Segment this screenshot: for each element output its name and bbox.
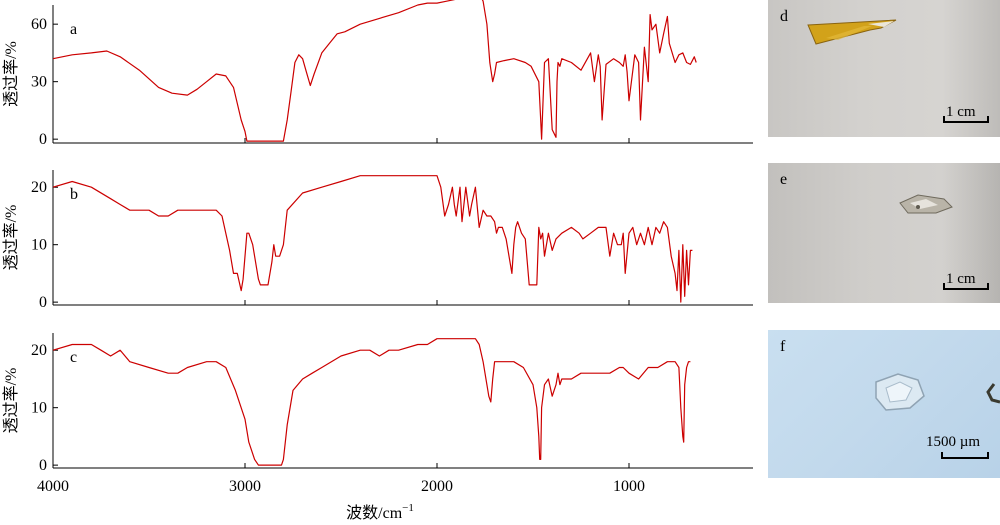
y-tick-label: 10 bbox=[31, 400, 47, 417]
y-tick-label: 10 bbox=[31, 237, 47, 254]
chart-panel-b: 0 10 20 透过率/% b bbox=[2, 170, 753, 311]
yellow-film-sample bbox=[807, 19, 897, 45]
x-tick-label: 4000 bbox=[37, 478, 69, 495]
scale-label-d: 1 cm bbox=[946, 104, 976, 120]
photo-panel-e: e 1 cm bbox=[768, 163, 1000, 303]
y-axis-label: 透过率/% bbox=[2, 368, 20, 434]
spectrum-line-b bbox=[52, 175, 693, 303]
y-tick-label: 0 bbox=[39, 294, 47, 311]
scale-bar-d-tick-right bbox=[987, 116, 989, 123]
photo-label-d: d bbox=[780, 8, 788, 25]
panel-label-b: b bbox=[70, 186, 78, 203]
photo-panel-f: f 1500 µm bbox=[768, 330, 1000, 478]
spectrum-line-a bbox=[52, 0, 697, 142]
scale-bar-f-tick-left bbox=[941, 452, 943, 459]
scale-label-e: 1 cm bbox=[946, 271, 976, 287]
y-tick-label: 20 bbox=[31, 342, 47, 359]
panel-label-a: a bbox=[70, 21, 77, 38]
photo-panel-d: d 1 cm bbox=[768, 0, 1000, 137]
scale-bar-f bbox=[941, 457, 989, 459]
scale-bar-d bbox=[943, 121, 989, 123]
chart-panel-c: 0 10 20 透过率/% c bbox=[2, 333, 753, 474]
chart-panel-a: 0 30 60 透过率/% a bbox=[2, 0, 753, 148]
x-tick-label: 1000 bbox=[613, 478, 645, 495]
scale-label-f: 1500 µm bbox=[926, 434, 981, 450]
scale-bar-e-tick-right bbox=[987, 283, 989, 290]
photo-label-e: e bbox=[780, 171, 788, 188]
y-tick-label: 0 bbox=[39, 131, 47, 148]
x-tick-label: 3000 bbox=[229, 478, 261, 495]
y-tick-label: 20 bbox=[31, 179, 47, 196]
scale-bar-f-tick-right bbox=[987, 452, 989, 459]
scale-bar-e-tick-left bbox=[943, 283, 945, 290]
photo-label-f: f bbox=[780, 338, 786, 355]
y-tick-label: 60 bbox=[31, 16, 47, 33]
spectrum-line-c bbox=[52, 338, 691, 466]
scale-bar-d-tick-left bbox=[943, 116, 945, 123]
scale-bar-e bbox=[943, 288, 989, 290]
clear-fragment-sample bbox=[899, 194, 953, 214]
y-axis-label: 透过率/% bbox=[2, 205, 20, 271]
y-axis-label: 透过率/% bbox=[2, 41, 20, 107]
panel-label-c: c bbox=[70, 349, 77, 366]
y-tick-label: 30 bbox=[31, 74, 47, 91]
x-axis-label: 波数/cm−1 bbox=[346, 502, 414, 522]
microscope-fragment-sample bbox=[875, 373, 1000, 411]
y-tick-label: 0 bbox=[39, 457, 47, 474]
x-tick-label: 2000 bbox=[421, 478, 453, 495]
